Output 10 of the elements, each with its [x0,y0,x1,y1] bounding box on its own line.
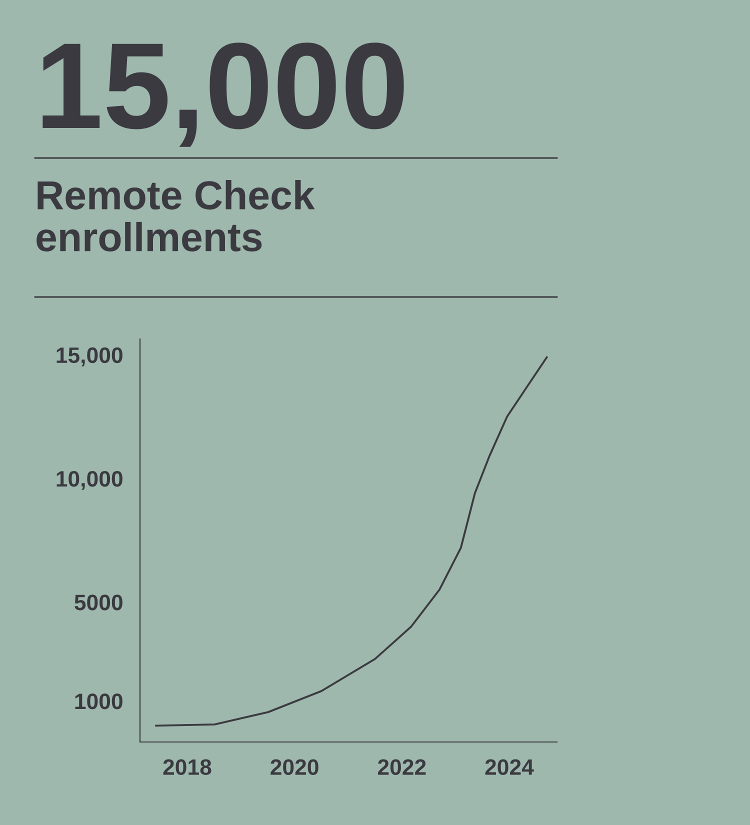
x-tick-label: 2024 [485,759,534,775]
line-series [155,356,548,727]
y-tick-label: 15,000 [56,347,122,366]
x-tick-label: 2018 [163,759,212,775]
x-tick-label: 2020 [270,759,318,775]
y-tick-label: 5000 [74,594,122,610]
y-tick-label: 1000 [75,693,122,710]
y-tick-label: 10,000 [56,470,122,490]
chart-subtitle: Remote Check enrollments [36,180,315,252]
x-tick-label: 2022 [378,759,426,775]
